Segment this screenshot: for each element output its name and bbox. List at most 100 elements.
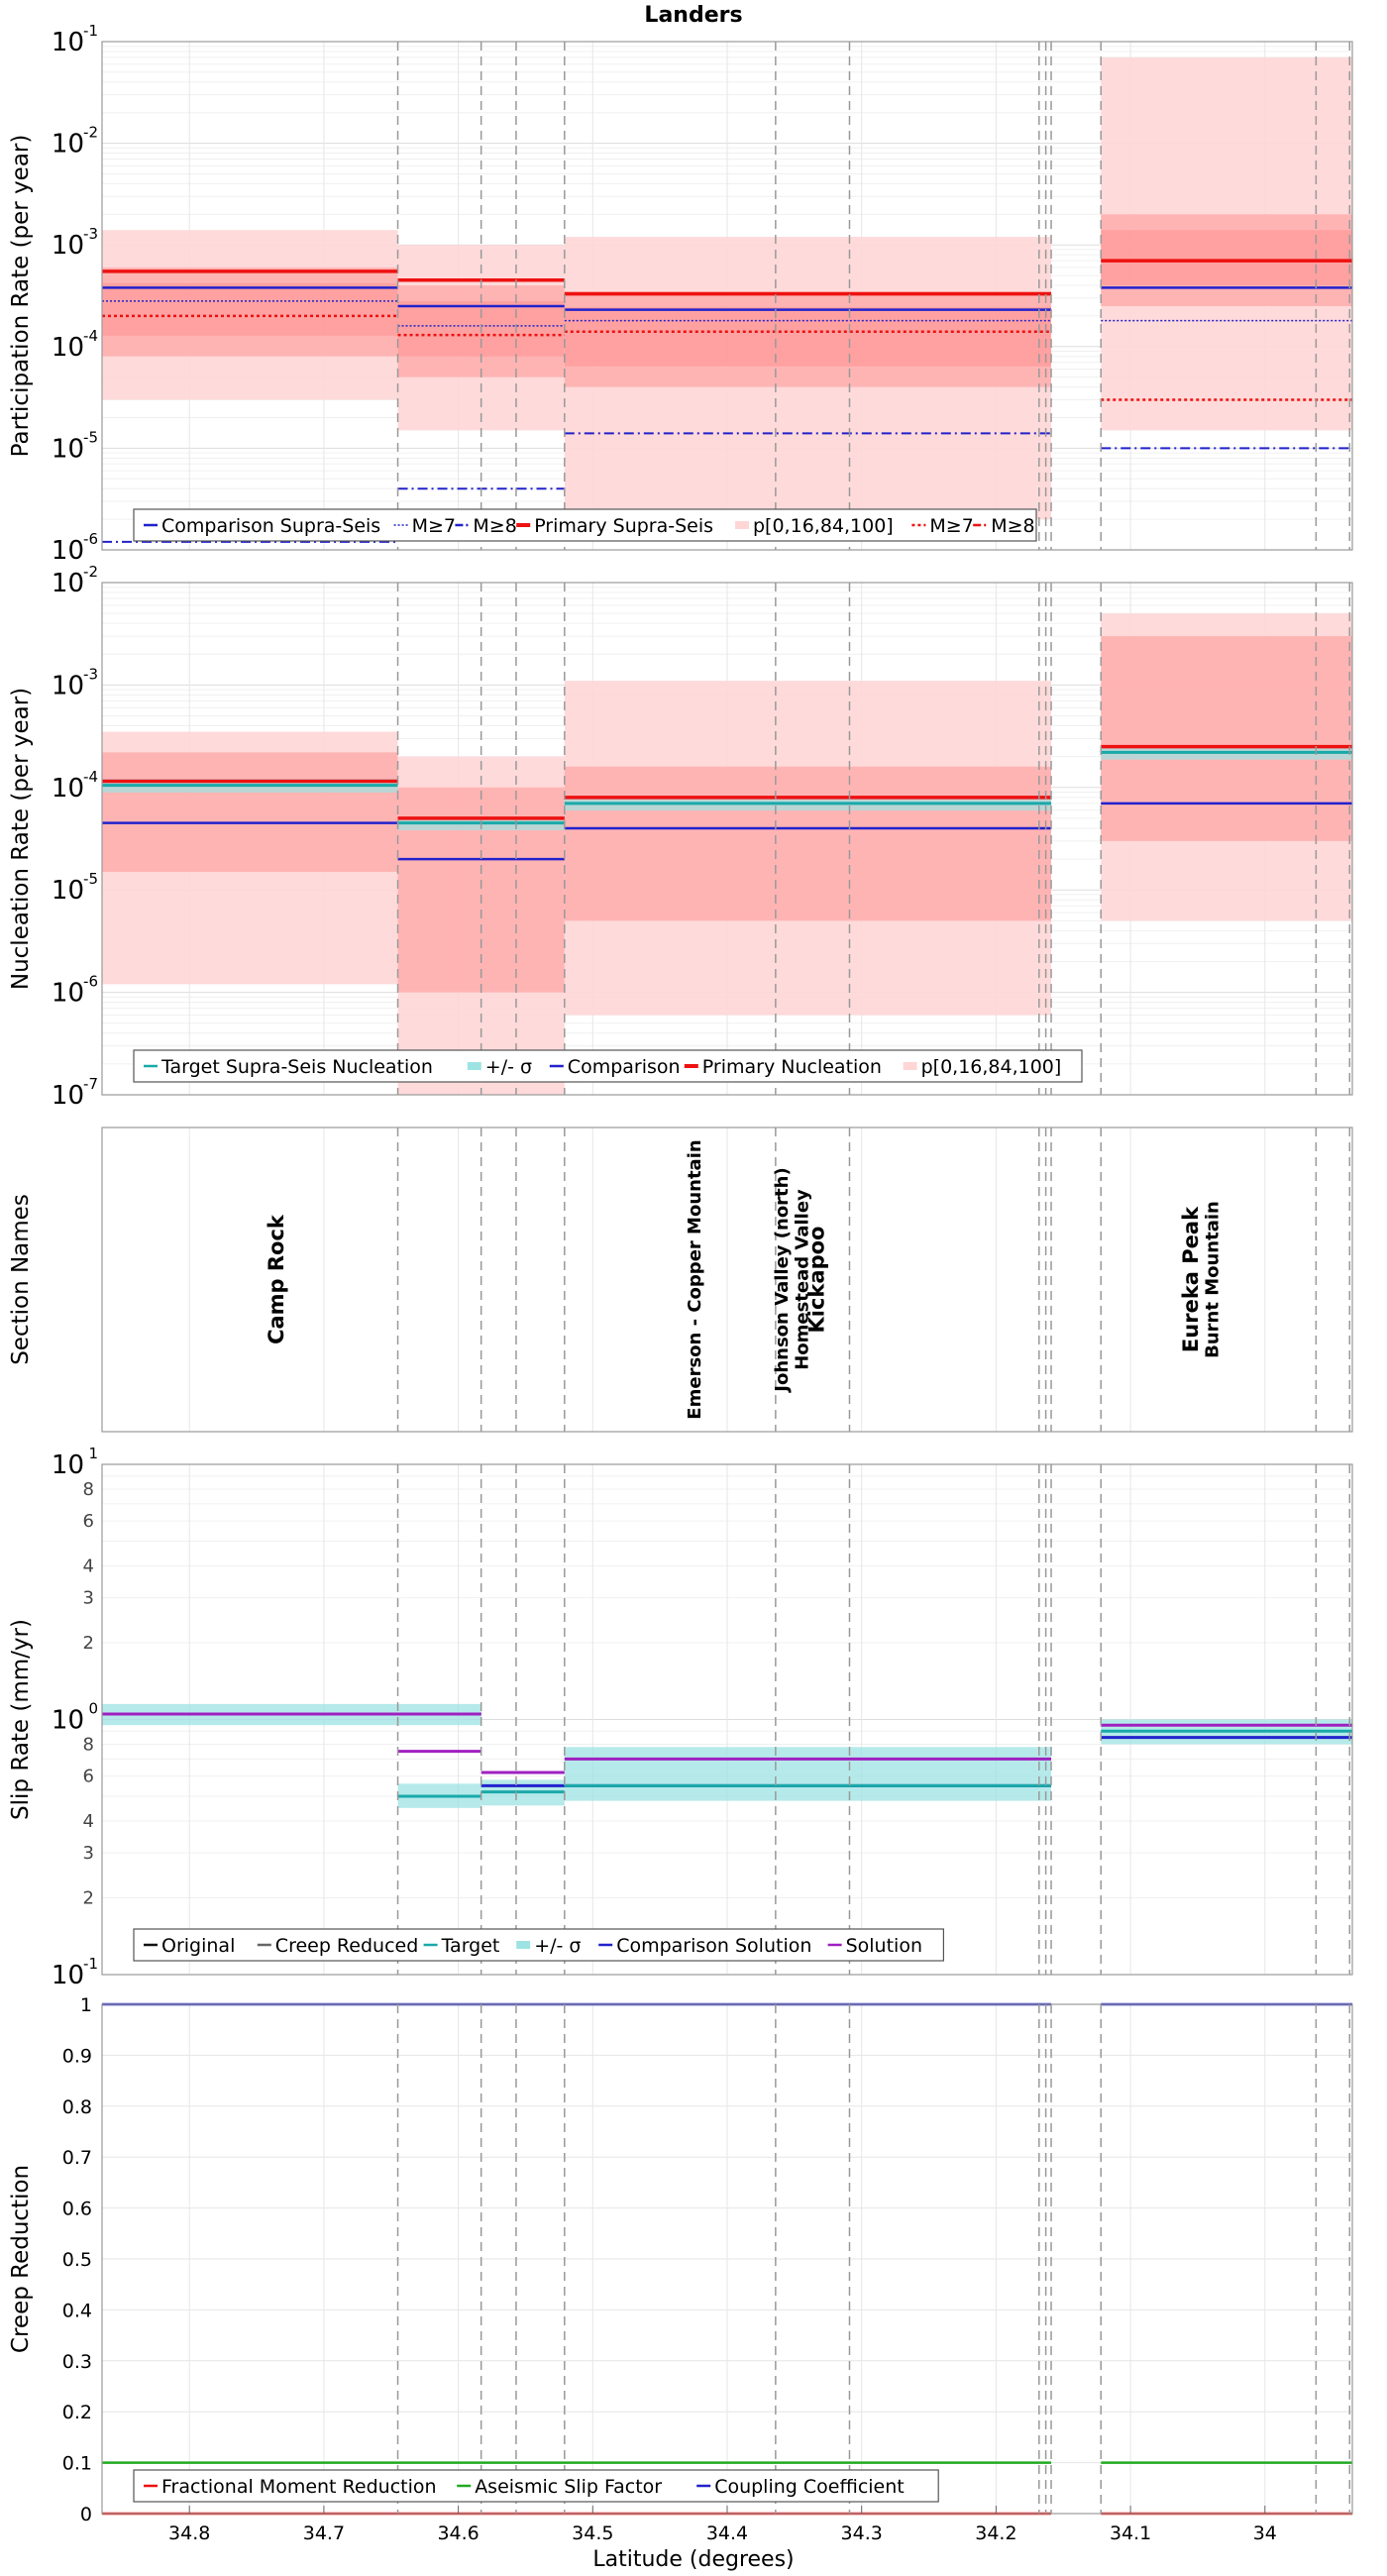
y-tick-label: 2 [83,1633,94,1654]
legend-label: +/- σ [534,1935,581,1957]
legend-box [133,508,1037,542]
y-tick-label: 10 [52,130,84,160]
y-tick-exponent: -4 [83,327,98,345]
y-tick-label: 8 [83,1734,94,1755]
section-name-label: Burnt Mountain [1202,1201,1223,1358]
legend-label: Comparison Supra-Seis [161,515,380,537]
creep-reduction-panel: 1 0.9 0.8 0.7 0.6 0.5 0.4 0.3 0.2 0.1 0 34.8 34.7 34.… [8,1994,1353,2544]
y-axis-label: Slip Rate (mm/yr) [8,1619,34,1820]
p16-84-band [1101,636,1352,841]
y-tick-label: 0.1 [62,2453,92,2475]
p16-84-band [564,290,1052,387]
y-tick-label: 6 [83,1767,94,1787]
x-axis-label: Latitude (degrees) [592,2547,794,2572]
inner-band [1101,230,1352,286]
legend-label: +/- σ [485,1056,532,1078]
y-tick-label: 10 [52,876,84,906]
y-axis-label: Nucleation Rate (per year) [8,688,34,990]
p16-84-band [564,766,1052,921]
legend-label: Creep Reduced [275,1935,418,1957]
y-tick-label: 10 [52,333,84,363]
section-name-label: Homestead Valley [792,1189,812,1370]
y-tick-label: 0.6 [62,2199,92,2220]
legend: Comparison Supra-Seis M≥7 M≥8 Primary Supra… [133,508,1037,542]
y-tick-exponent: -1 [83,1955,98,1973]
y-tick-label: 1 [80,1994,92,2016]
inner-band [564,306,1052,367]
section-name-label: Johnson Valley (north) [772,1167,793,1393]
legend-label: p[0,16,84,100] [921,1056,1062,1078]
target-sigma-band [564,1747,1052,1801]
y-tick-label: 4 [83,1811,94,1832]
legend-label: Target [441,1935,500,1957]
legend: Fractional Moment Reduction Aseismic Slip… [133,2469,939,2503]
y-tick-label: 2 [83,1887,94,1908]
y-tick-label: 8 [83,1479,94,1500]
y-tick-exponent: -6 [83,973,98,991]
y-tick-label: 0.4 [62,2300,92,2321]
y-axis-label: Creep Reduction [8,2165,34,2353]
y-tick-label: 10 [52,231,84,261]
y-tick-label: 10 [52,1450,84,1480]
panel-frame [101,1463,1353,1976]
legend-label: Comparison Solution [616,1935,811,1957]
section-name-label: Emerson - Copper Mountain [685,1139,705,1419]
x-tick-label: 34.3 [841,2522,883,2544]
panel-frame [101,41,1353,551]
y-tick-label: 10 [52,671,84,700]
figure-title: Landers [644,3,742,28]
y-tick-label: 10 [52,1081,84,1111]
y-tick-exponent: -7 [83,1075,98,1093]
x-tick-label: 34.1 [1110,2522,1151,2544]
p16-84-band [102,752,398,872]
y-tick-label: 10 [52,774,84,804]
legend-box [133,2469,939,2503]
y-tick-label: 0.3 [62,2351,92,2373]
y-tick-label: 0 [80,2504,92,2525]
y-tick-label: 10 [52,1961,84,1990]
legend-label: Target Supra-Seis Nucleation [160,1056,433,1078]
x-tick-label: 34.5 [572,2522,613,2544]
y-tick-label: 0.9 [62,2045,92,2067]
y-tick-label: 0.8 [62,2096,92,2118]
section-names-panel: Section Names Camp Rock Emerson - Copper M… [8,1127,1353,1433]
legend-label: M≥7 [412,515,456,537]
y-tick-label: 0.7 [62,2147,92,2169]
y-tick-label: 4 [83,1556,94,1576]
x-tick-label: 34.8 [168,2522,210,2544]
legend-label: Aseismic Slip Factor [475,2476,662,2498]
y-tick-label: 10 [52,434,84,464]
y-tick-exponent: 0 [88,1700,98,1718]
y-tick-exponent: -3 [83,225,98,243]
panel-frame [101,582,1353,1096]
legend-label: Coupling Coefficient [714,2476,905,2498]
section-name-label: Kickapoo [805,1227,829,1334]
y-tick-label: 10 [52,569,84,598]
y-tick-label: 10 [52,28,84,57]
legend-label: Comparison [568,1056,681,1078]
y-tick-exponent: -6 [83,530,98,548]
p16-84-band [102,267,398,357]
y-tick-exponent: -2 [83,563,98,581]
legend-label: Primary Nucleation [702,1056,882,1078]
y-tick-label: 3 [83,1843,94,1864]
y-tick-exponent: -2 [83,124,98,142]
inner-band [102,282,398,336]
legend-label: M≥8 [473,515,516,537]
y-axis-label: Section Names [8,1194,34,1365]
legend-label: Fractional Moment Reduction [161,2476,437,2498]
y-tick-exponent: -4 [83,768,98,786]
y-tick-label: 3 [83,1588,94,1609]
legend-label: p[0,16,84,100] [753,515,894,537]
y-tick-label: 10 [52,536,84,566]
y-tick-label: 6 [83,1511,94,1532]
y-tick-label: 0.5 [62,2249,92,2271]
panel-frame [101,1127,1353,1433]
y-tick-exponent: -5 [83,428,98,446]
y-axis-label: Participation Rate (per year) [8,135,34,458]
x-tick-label: 34.4 [706,2522,748,2544]
legend-label: Primary Supra-Seis [534,515,713,537]
